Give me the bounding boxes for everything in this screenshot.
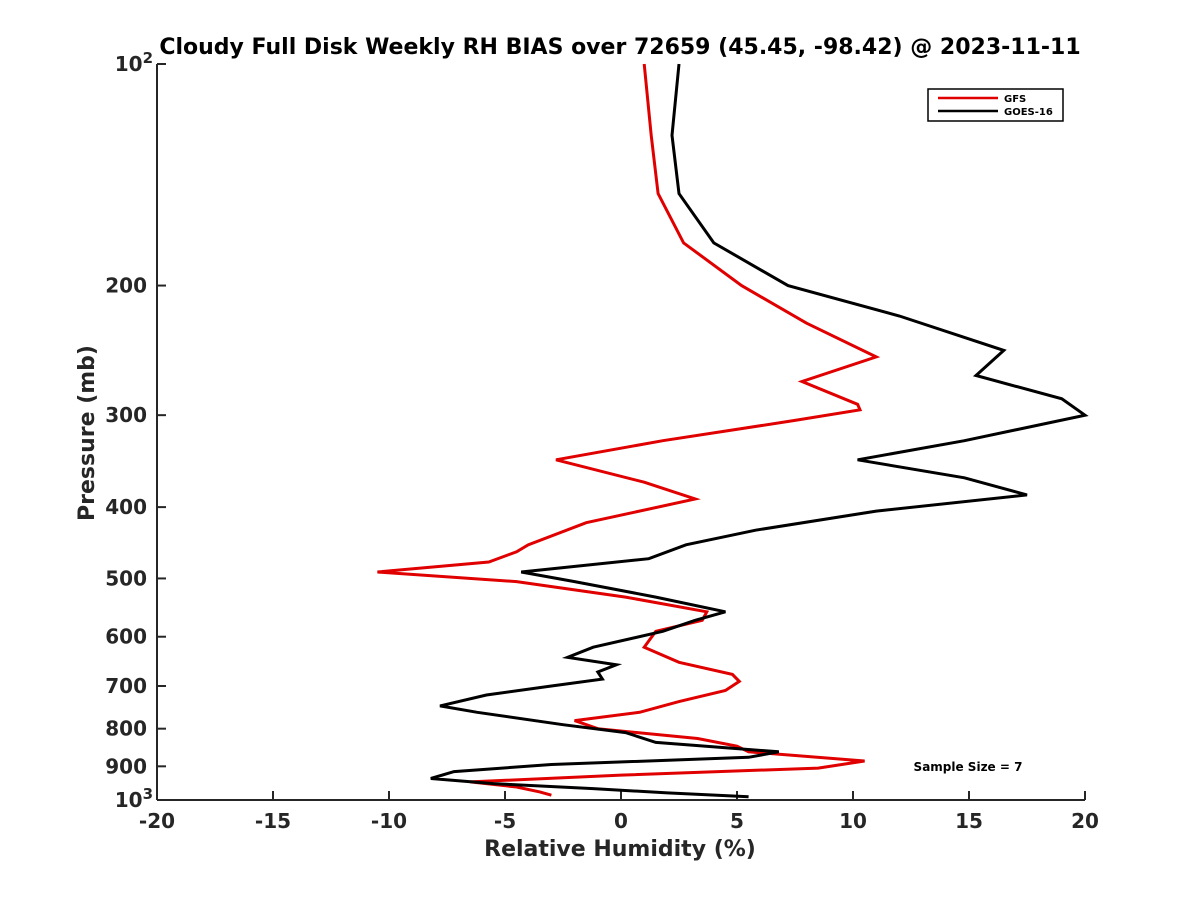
x-tick-label: -20	[139, 809, 175, 833]
y-tick-label: 102	[115, 49, 153, 76]
legend-label: GOES-16	[1004, 107, 1053, 118]
y-tick-label: 800	[105, 717, 147, 741]
x-tick-label: -10	[371, 809, 407, 833]
y-tick-label: 600	[105, 625, 147, 649]
legend-label: GFS	[1004, 94, 1026, 105]
x-tick-label: 5	[730, 809, 744, 833]
x-axis: -20 -15 -10 -5 0 5 10 15 20	[139, 791, 1099, 833]
series-line-goes-16	[430, 63, 1089, 799]
chart-title: Cloudy Full Disk Weekly RH BIAS over 726…	[159, 35, 1080, 60]
legend: GFS GOES-16	[927, 88, 1064, 122]
legend-box	[927, 88, 1064, 122]
series-layer	[377, 63, 1089, 799]
y-tick-label: 500	[105, 566, 147, 590]
y-tick-label: 400	[105, 495, 147, 519]
y-tick-label: 700	[105, 674, 147, 698]
y-axis-title: Pressure (mb)	[75, 345, 100, 521]
y-tick-label: 200	[105, 274, 147, 298]
x-tick-label: -5	[494, 809, 516, 833]
x-tick-label: 0	[614, 809, 628, 833]
y-tick-label: 103	[115, 785, 153, 812]
sample-size-note: Sample Size = 7	[914, 760, 1023, 774]
x-tick-label: 15	[955, 809, 983, 833]
x-tick-label: 20	[1071, 809, 1099, 833]
x-tick-label: 10	[839, 809, 867, 833]
x-tick-label: -15	[255, 809, 291, 833]
series-line-gfs	[377, 63, 881, 797]
y-tick-label: 300	[105, 403, 147, 427]
x-axis-title: Relative Humidity (%)	[484, 837, 756, 862]
plot-area	[156, 64, 1085, 801]
y-axis: 102 200 300 400 500 600 700 800 900 103	[105, 49, 166, 812]
y-tick-label: 900	[105, 754, 147, 778]
